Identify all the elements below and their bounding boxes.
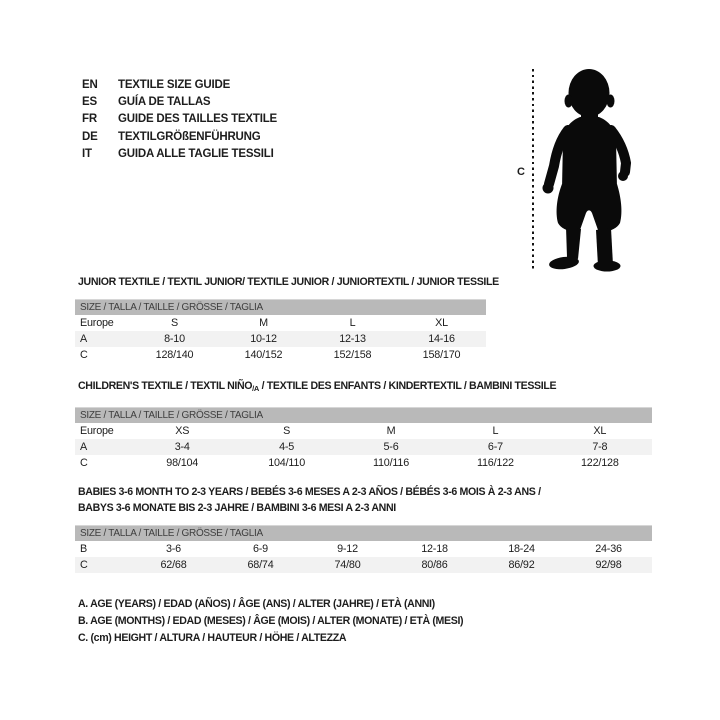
age-cell: 3-6	[165, 543, 181, 555]
table-row: B 3-6 6-9 9-12 12-18 18-24 24-36	[75, 541, 652, 557]
babies-title-line1: BABIES 3-6 MONTH TO 2-3 YEARS / BEBÉS 3-…	[78, 486, 541, 498]
height-cell: 116/122	[477, 457, 514, 469]
height-cell: 158/170	[422, 349, 461, 361]
height-cell: 98/104	[166, 457, 199, 469]
age-cell: 14-16	[428, 333, 455, 345]
children-title-suffix: / TEXTILE DES ENFANTS / KINDERTEXTIL / B…	[258, 380, 557, 392]
language-code: ES	[82, 96, 97, 109]
size-header-bar: SIZE / TALLA / TAILLE / GRÖSSE / TAGLIA	[75, 407, 652, 423]
size-cell: S	[283, 425, 291, 437]
age-cell: 6-7	[487, 441, 503, 453]
age-cell: 10-12	[250, 333, 277, 345]
age-cell: 4-5	[279, 441, 295, 453]
row-label: B	[80, 543, 88, 555]
footnote-b: B. AGE (MONTHS) / EDAD (MESES) / ÂGE (MO…	[78, 615, 464, 627]
language-code: EN	[82, 78, 98, 91]
age-cell: 6-9	[252, 543, 268, 555]
height-cell: 68/74	[247, 559, 274, 571]
table-row: C 98/104 104/110 110/116 116/122 122/128	[75, 455, 652, 471]
size-cell: M	[259, 317, 268, 329]
language-list: EN TEXTILE SIZE GUIDE ES GUÍA DE TALLAS …	[82, 76, 277, 163]
size-cell: M	[386, 425, 396, 437]
size-cell: S	[170, 317, 178, 329]
junior-section-title: JUNIOR TEXTILE / TEXTIL JUNIOR/ TEXTILE …	[78, 276, 499, 288]
children-size-table: SIZE / TALLA / TAILLE / GRÖSSE / TAGLIA …	[75, 407, 652, 471]
height-cell: 110/116	[373, 457, 410, 469]
footnote-a: A. AGE (YEARS) / EDAD (AÑOS) / ÂGE (ANS)…	[78, 598, 435, 610]
babies-title-line2: BABYS 3-6 MONATE BIS 2-3 JAHRE / BAMBINI…	[78, 502, 396, 514]
size-cell: XL	[435, 317, 448, 329]
row-label: A	[80, 441, 88, 453]
language-row: IT GUIDA ALLE TAGLIE TESSILI	[82, 146, 277, 163]
language-code: IT	[82, 148, 92, 161]
language-label: GUÍA DE TALLAS	[118, 96, 211, 109]
age-cell: 5-6	[383, 441, 399, 453]
size-header-bar: SIZE / TALLA / TAILLE / GRÖSSE / TAGLIA	[75, 299, 486, 315]
age-cell: 12-13	[339, 333, 366, 345]
table-row: Europe XS S M L XL	[75, 423, 652, 439]
language-label: TEXTILE SIZE GUIDE	[118, 78, 231, 91]
legend-footnotes: A. AGE (YEARS) / EDAD (AÑOS) / ÂGE (ANS)…	[78, 596, 464, 647]
language-row: FR GUIDE DES TAILLES TEXTILE	[82, 111, 277, 128]
height-measure-label: C	[517, 166, 525, 178]
age-cell: 7-8	[592, 441, 608, 453]
height-cell: 86/92	[508, 559, 535, 571]
babies-size-table: SIZE / TALLA / TAILLE / GRÖSSE / TAGLIA …	[75, 525, 652, 573]
age-cell: 24-36	[595, 543, 622, 555]
height-cell: 92/98	[595, 559, 622, 571]
age-cell: 18-24	[508, 543, 535, 555]
row-label: C	[80, 457, 88, 469]
toddler-silhouette	[542, 69, 632, 272]
size-cell: XL	[593, 425, 607, 437]
size-header-bar: SIZE / TALLA / TAILLE / GRÖSSE / TAGLIA	[75, 525, 652, 541]
size-cell: XS	[175, 425, 190, 437]
height-measure-dashed-line	[532, 69, 534, 270]
language-label: GUIDA ALLE TAGLIE TESSILI	[118, 148, 274, 161]
row-label: C	[80, 349, 88, 361]
height-cell: 140/152	[244, 349, 283, 361]
height-cell: 104/110	[268, 457, 306, 469]
age-cell: 12-18	[421, 543, 448, 555]
height-cell: 152/158	[333, 349, 372, 361]
table-row: A 3-4 4-5 5-6 6-7 7-8	[75, 439, 652, 455]
height-cell: 80/86	[421, 559, 448, 571]
table-row: C 128/140 140/152 152/158 158/170	[75, 347, 486, 363]
age-cell: 9-12	[337, 543, 358, 555]
height-cell: 122/128	[581, 457, 619, 469]
children-section-title: CHILDREN'S TEXTILE / TEXTIL NIÑO/A / TEX…	[78, 380, 557, 395]
age-cell: 3-4	[174, 441, 190, 453]
footnote-c: C. (cm) HEIGHT / ALTURA / HAUTEUR / HÖHE…	[78, 632, 347, 644]
row-label: Europe	[80, 425, 114, 437]
children-title-prefix: CHILDREN'S TEXTILE / TEXTIL NIÑO	[78, 380, 253, 392]
children-title-subscript: /A	[252, 384, 259, 393]
age-cell: 8-10	[164, 333, 185, 345]
language-code: DE	[82, 130, 98, 143]
language-row: EN TEXTILE SIZE GUIDE	[82, 76, 277, 93]
row-label: C	[80, 559, 88, 571]
junior-size-table: SIZE / TALLA / TAILLE / GRÖSSE / TAGLIA …	[75, 299, 486, 363]
language-row: DE TEXTILGRÖßENFÜHRUNG	[82, 128, 277, 145]
language-row: ES GUÍA DE TALLAS	[82, 93, 277, 110]
language-label: TEXTILGRÖßENFÜHRUNG	[118, 130, 261, 143]
height-cell: 128/140	[155, 349, 194, 361]
language-code: FR	[82, 113, 97, 126]
height-cell: 74/80	[334, 559, 361, 571]
babies-section-title: BABIES 3-6 MONTH TO 2-3 YEARS / BEBÉS 3-…	[78, 484, 541, 516]
table-row: C 62/68 68/74 74/80 80/86 86/92 92/98	[75, 557, 652, 573]
height-cell: 62/68	[160, 559, 187, 571]
language-label: GUIDE DES TAILLES TEXTILE	[118, 113, 277, 126]
row-label: A	[80, 333, 88, 345]
row-label: Europe	[80, 317, 114, 329]
size-cell: L	[349, 317, 356, 329]
table-row: Europe S M L XL	[75, 315, 486, 331]
size-cell: L	[492, 425, 499, 437]
table-row: A 8-10 10-12 12-13 14-16	[75, 331, 486, 347]
